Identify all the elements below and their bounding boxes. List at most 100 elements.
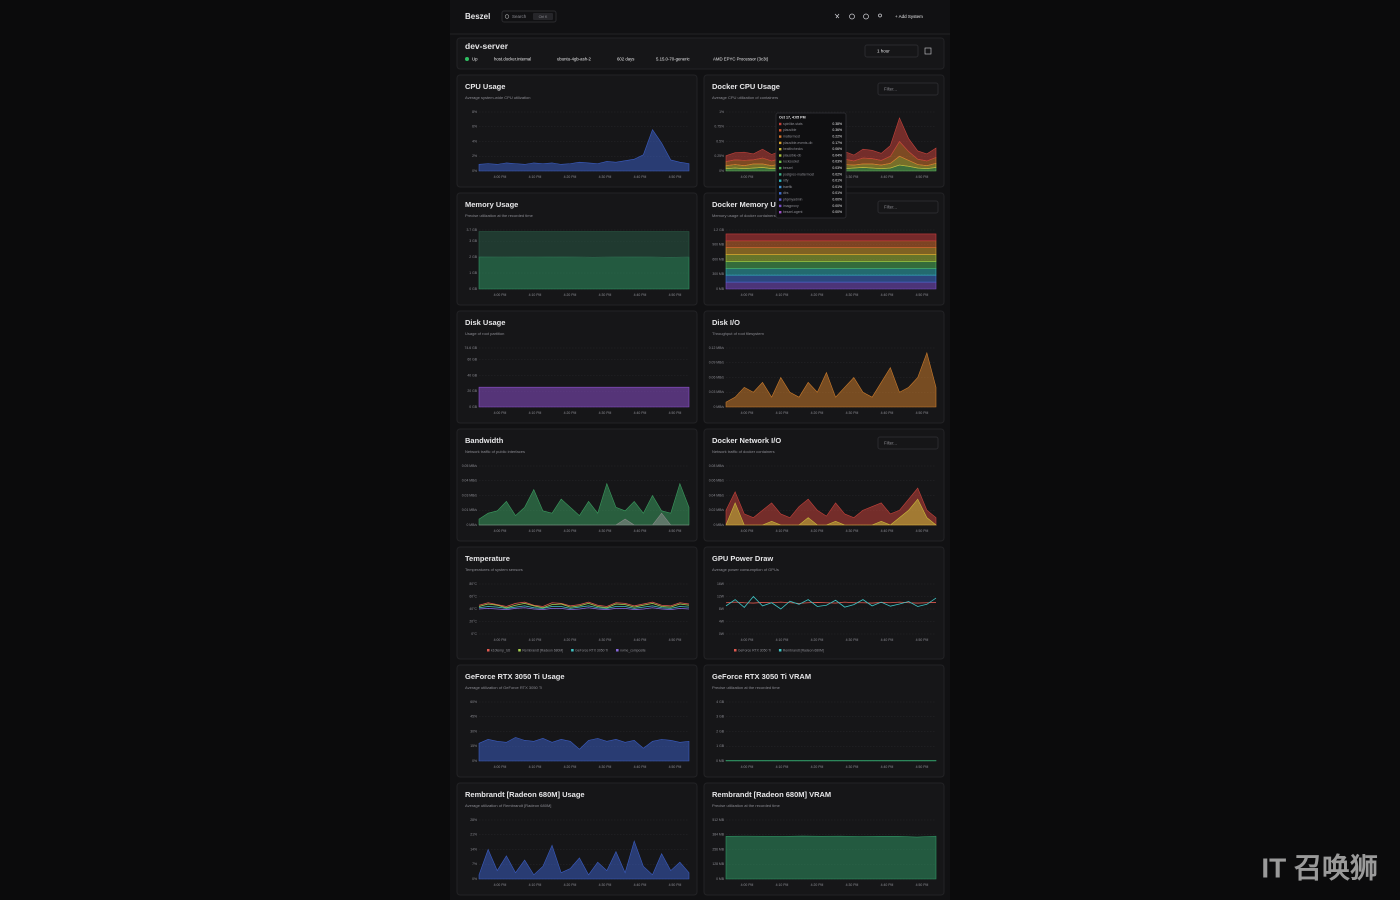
chart-subtitle: Usage of root partition (465, 331, 504, 336)
filter-input[interactable] (877, 436, 939, 450)
chart-title: Temperature (465, 554, 510, 563)
x-tick-label: 4:20 PM (564, 411, 577, 415)
tooltip-name: phpmyadmin (783, 197, 803, 201)
series-area (725, 759, 937, 762)
y-tick-label: 2 GB (469, 255, 477, 259)
y-tick-label: 15% (470, 744, 477, 748)
x-tick-label: 4:50 PM (669, 529, 682, 533)
legend-label: Rembrandt [Radeon 680M] (522, 648, 563, 652)
x-tick-label: 4:10 PM (529, 765, 542, 769)
y-tick-label: 0°C (471, 632, 477, 636)
y-tick-label: 0.09 MB/s (709, 361, 725, 365)
series-area (725, 254, 937, 262)
chart-subtitle: Network traffic of docker containers (712, 449, 775, 454)
chart-title: GeForce RTX 3050 Ti Usage (465, 672, 565, 681)
chart-title: GeForce RTX 3050 Ti VRAM (712, 672, 811, 681)
x-tick-label: 4:40 PM (881, 293, 894, 297)
series-line (478, 607, 690, 611)
series-area (725, 247, 937, 255)
x-tick-label: 4:00 PM (494, 638, 507, 642)
x-tick-label: 4:20 PM (811, 765, 824, 769)
x-tick-label: 4:30 PM (599, 765, 612, 769)
y-tick-label: 0 MB (716, 759, 725, 763)
host: host.docker.internal (494, 56, 531, 61)
chart-title: CPU Usage (465, 82, 505, 91)
search-box[interactable] (501, 10, 557, 23)
x-tick-label: 4:50 PM (916, 293, 929, 297)
legend-swatch (487, 649, 490, 652)
series-line (725, 595, 937, 610)
icon-user[interactable] (878, 13, 882, 18)
chart-subtitle: Average utilization of GeForce RTX 3050 … (465, 685, 542, 690)
x-tick-label: 4:30 PM (846, 529, 859, 533)
x-tick-label: 4:10 PM (529, 175, 542, 179)
chart-card (456, 546, 698, 660)
y-tick-label: 0 GB (469, 405, 477, 409)
y-tick-label: 128 MB (712, 862, 724, 866)
y-tick-label: 40 GB (467, 373, 477, 377)
y-tick-label: 0.04 MB/s (709, 493, 725, 497)
y-tick-label: 6% (472, 125, 477, 129)
tooltip-value: 0.22% (832, 134, 842, 138)
tooltip-value: 0.01% (832, 191, 842, 195)
icon-theme[interactable] (849, 13, 855, 20)
x-tick-label: 4:30 PM (846, 638, 859, 642)
tooltip-value: 0.00% (832, 204, 842, 208)
x-tick-label: 4:30 PM (599, 638, 612, 642)
x-tick-label: 4:00 PM (741, 765, 754, 769)
y-tick-label: 0.03 MB/s (462, 493, 478, 497)
kernel: 5.15.0-70-generic (656, 56, 691, 61)
legend-label: GeForce RTX 3050 Ti (738, 648, 771, 652)
tooltip-value: 0.38% (832, 122, 842, 126)
chart-subtitle: Average system-wide CPU utilization (465, 95, 531, 100)
tooltip-value: 0.17% (832, 141, 842, 145)
legend-label: GeForce RTX 3050 Ti (575, 648, 608, 652)
chart-subtitle: Memory usage of docker containers (712, 213, 776, 218)
add-system-label: Add System (899, 14, 924, 19)
tooltip-name: postgres-mattermost (783, 172, 814, 176)
time-range: 1 hour (877, 48, 890, 53)
y-tick-label: 1 GB (469, 271, 477, 275)
y-tick-label: 512 MB (712, 818, 724, 822)
x-tick-label: 4:30 PM (846, 175, 859, 179)
icon-language[interactable] (834, 13, 840, 19)
x-tick-label: 4:00 PM (741, 638, 754, 642)
x-tick-label: 4:40 PM (634, 883, 647, 887)
tooltip-swatch (779, 154, 782, 157)
x-tick-label: 4:20 PM (811, 883, 824, 887)
x-tick-label: 4:20 PM (564, 175, 577, 179)
tooltip-value: 0.01% (832, 185, 842, 189)
time-range-select[interactable] (864, 44, 919, 58)
filter-input[interactable] (877, 82, 939, 96)
y-tick-label: 0% (472, 877, 477, 881)
y-tick-label: 7% (472, 862, 477, 866)
tooltip-value: 0.04% (832, 153, 842, 157)
icon-settings[interactable] (863, 13, 869, 20)
x-tick-label: 4:00 PM (494, 411, 507, 415)
filter-input[interactable] (877, 200, 939, 214)
tooltip-swatch (779, 185, 782, 189)
y-tick-label: 0 MB (716, 877, 725, 881)
x-tick-label: 4:00 PM (741, 529, 754, 533)
x-tick-label: 4:00 PM (741, 883, 754, 887)
tooltip-value: 0.02% (832, 172, 842, 176)
brand[interactable]: Beszel (465, 12, 490, 21)
y-tick-label: 256 MB (712, 847, 724, 851)
x-tick-label: 4:10 PM (776, 883, 789, 887)
tooltip-swatch (779, 129, 782, 132)
add-system-button[interactable]: + Add System (895, 14, 923, 19)
x-tick-label: 4:10 PM (529, 529, 542, 533)
x-tick-label: 4:20 PM (564, 529, 577, 533)
chart-title: Disk I/O (712, 318, 740, 327)
search-label: Search (512, 14, 527, 19)
x-tick-label: 4:40 PM (634, 175, 647, 179)
tooltip-name: plausible-events-db (783, 141, 813, 145)
tooltip-swatch (779, 148, 782, 151)
y-tick-label: 0.5% (716, 139, 724, 143)
x-tick-label: 4:20 PM (564, 293, 577, 297)
x-tick-label: 4:30 PM (599, 175, 612, 179)
layout-toggle[interactable] (924, 47, 932, 55)
series-area (478, 129, 690, 172)
